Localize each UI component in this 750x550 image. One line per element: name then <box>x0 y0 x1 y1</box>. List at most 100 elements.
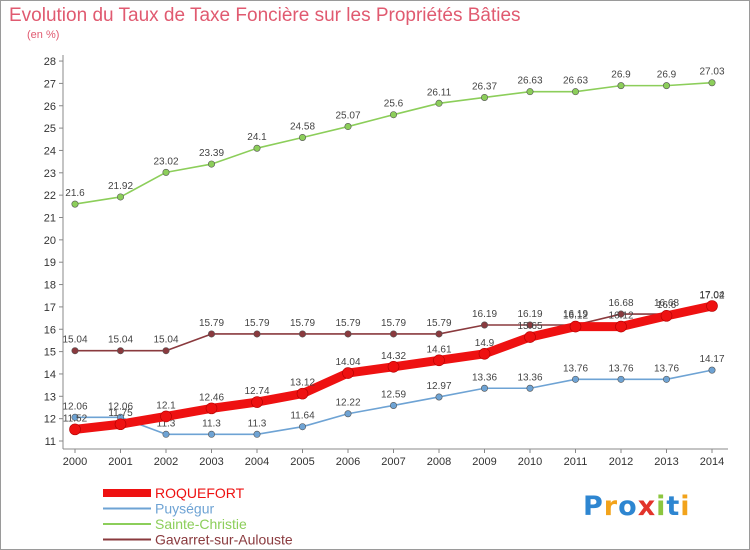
y-tick-label: 28 <box>44 56 56 68</box>
data-label-roquefort: 16.12 <box>608 311 633 322</box>
data-label-gavarret-sur-aulouste: 15.79 <box>290 318 315 329</box>
data-label-roquefort: 11.75 <box>108 408 133 419</box>
y-tick-label: 16 <box>44 324 56 336</box>
data-point-puys-gur <box>389 401 397 409</box>
proxiti-logo: Proxiti <box>583 491 691 522</box>
x-tick-label: 2005 <box>290 456 314 468</box>
data-point-puys-gur <box>71 413 79 421</box>
y-tick-label: 19 <box>44 257 56 269</box>
y-tick-label: 20 <box>44 235 56 247</box>
data-point-sainte-christie <box>526 88 534 96</box>
data-label-puys-gur: 12.22 <box>335 398 360 409</box>
data-label-gavarret-sur-aulouste: 17.02 <box>699 290 724 301</box>
data-point-gavarret-sur-aulouste <box>389 330 397 338</box>
data-point-sainte-christie <box>253 144 261 152</box>
data-point-sainte-christie <box>435 99 443 107</box>
logo-letter: i <box>680 491 691 522</box>
data-label-sainte-christie: 24.1 <box>247 132 267 143</box>
data-label-puys-gur: 11.64 <box>290 411 315 422</box>
x-tick-label: 2013 <box>654 456 678 468</box>
y-tick-label: 25 <box>44 123 56 135</box>
data-point-gavarret-sur-aulouste <box>71 347 79 355</box>
x-tick-label: 2009 <box>472 456 496 468</box>
data-label-sainte-christie: 23.39 <box>199 148 224 159</box>
data-point-gavarret-sur-aulouste <box>480 321 488 329</box>
data-label-roquefort: 15.65 <box>517 321 542 332</box>
logo-letter: P <box>583 491 604 522</box>
data-label-gavarret-sur-aulouste: 15.79 <box>199 318 224 329</box>
data-point-sainte-christie <box>708 79 716 87</box>
y-tick-label: 27 <box>44 78 56 90</box>
y-tick-label: 21 <box>44 213 56 225</box>
x-tick-label: 2002 <box>154 456 178 468</box>
data-label-gavarret-sur-aulouste: 15.04 <box>108 335 133 346</box>
data-point-sainte-christie <box>389 111 397 119</box>
data-label-sainte-christie: 26.9 <box>657 70 677 81</box>
x-tick-label: 2000 <box>63 456 87 468</box>
data-label-puys-gur: 14.17 <box>699 354 724 365</box>
data-point-roquefort <box>706 300 718 312</box>
data-label-roquefort: 12.46 <box>199 392 224 403</box>
data-point-sainte-christie <box>117 193 125 201</box>
data-label-sainte-christie: 24.58 <box>290 121 315 132</box>
data-label-sainte-christie: 23.02 <box>153 156 178 167</box>
data-point-roquefort <box>69 423 81 436</box>
data-label-puys-gur: 12.06 <box>108 401 133 412</box>
y-tick-label: 13 <box>44 391 56 403</box>
data-point-sainte-christie <box>298 133 306 141</box>
data-label-roquefort: 14.61 <box>426 344 451 355</box>
data-point-puys-gur <box>480 384 488 392</box>
x-tick-label: 2006 <box>336 456 360 468</box>
y-tick-label: 26 <box>44 101 56 113</box>
data-point-puys-gur <box>253 430 261 438</box>
data-point-puys-gur <box>617 375 625 383</box>
data-point-sainte-christie <box>162 168 170 176</box>
y-tick-label: 11 <box>45 436 56 448</box>
data-label-gavarret-sur-aulouste: 16.19 <box>517 309 542 320</box>
data-label-gavarret-sur-aulouste: 15.79 <box>381 318 406 329</box>
data-label-roquefort: 11.52 <box>63 413 88 424</box>
chart-title: Evolution du Taux de Taxe Foncière sur l… <box>9 5 521 26</box>
data-point-puys-gur <box>662 375 670 383</box>
data-point-roquefort <box>342 367 354 379</box>
data-label-sainte-christie: 21.92 <box>108 181 133 192</box>
data-point-roquefort <box>205 402 218 415</box>
data-point-roquefort <box>569 320 582 333</box>
y-tick-label: 18 <box>44 280 56 292</box>
data-label-gavarret-sur-aulouste: 16.68 <box>608 298 633 309</box>
x-tick-label: 2010 <box>518 456 542 468</box>
data-point-gavarret-sur-aulouste <box>162 347 170 355</box>
data-point-sainte-christie <box>344 123 352 131</box>
data-label-roquefort: 14.32 <box>381 351 406 362</box>
data-point-sainte-christie <box>662 82 670 90</box>
data-label-gavarret-sur-aulouste: 15.04 <box>62 335 87 346</box>
data-point-puys-gur <box>162 430 170 438</box>
x-tick-label: 2008 <box>427 456 451 468</box>
data-point-puys-gur <box>571 375 579 383</box>
data-label-sainte-christie: 26.11 <box>427 87 452 98</box>
unit-label: (en %) <box>27 29 60 41</box>
logo-letter: t <box>666 491 681 522</box>
data-label-sainte-christie: 21.6 <box>65 188 85 199</box>
data-label-roquefort: 14.04 <box>335 357 360 368</box>
data-label-sainte-christie: 26.63 <box>517 76 542 87</box>
data-label-puys-gur: 12.59 <box>381 389 406 400</box>
y-tick-label: 24 <box>44 145 56 157</box>
data-point-roquefort <box>160 410 172 423</box>
data-label-puys-gur: 13.76 <box>563 363 588 374</box>
data-point-sainte-christie <box>617 82 625 90</box>
data-label-sainte-christie: 27.03 <box>699 67 724 78</box>
x-tick-label: 2004 <box>245 456 269 468</box>
data-point-sainte-christie <box>571 88 579 96</box>
data-point-gavarret-sur-aulouste <box>208 330 216 338</box>
logo-letter: r <box>603 491 619 522</box>
data-label-puys-gur: 12.97 <box>426 381 451 392</box>
data-label-gavarret-sur-aulouste: 15.79 <box>426 318 451 329</box>
data-label-puys-gur: 12.06 <box>62 401 87 412</box>
data-point-gavarret-sur-aulouste <box>253 330 261 338</box>
logo-letter: i <box>656 491 667 522</box>
data-point-roquefort <box>615 320 627 333</box>
y-tick-label: 14 <box>44 369 56 381</box>
data-label-roquefort: 13.12 <box>290 378 315 389</box>
